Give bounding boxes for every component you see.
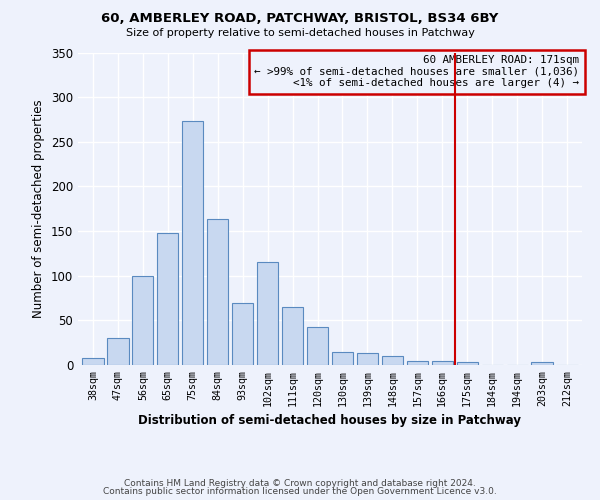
Text: Contains public sector information licensed under the Open Government Licence v3: Contains public sector information licen… [103, 487, 497, 496]
Bar [307, 326, 328, 365]
Bar [332, 352, 353, 365]
Bar [82, 358, 104, 365]
Text: Contains HM Land Registry data © Crown copyright and database right 2024.: Contains HM Land Registry data © Crown c… [124, 478, 476, 488]
Bar [532, 362, 553, 365]
Text: 60 AMBERLEY ROAD: 171sqm
← >99% of semi-detached houses are smaller (1,036)
<1% : 60 AMBERLEY ROAD: 171sqm ← >99% of semi-… [254, 56, 579, 88]
Bar [282, 307, 303, 365]
Bar [257, 262, 278, 365]
Y-axis label: Number of semi-detached properties: Number of semi-detached properties [32, 100, 46, 318]
Bar [157, 233, 178, 365]
Bar [357, 352, 378, 365]
Bar [182, 121, 203, 365]
Bar [407, 362, 428, 365]
Bar [107, 338, 128, 365]
Text: 60, AMBERLEY ROAD, PATCHWAY, BRISTOL, BS34 6BY: 60, AMBERLEY ROAD, PATCHWAY, BRISTOL, BS… [101, 12, 499, 26]
Bar [232, 302, 253, 365]
Bar [431, 362, 453, 365]
Bar [207, 220, 229, 365]
Bar [132, 276, 154, 365]
Bar [382, 356, 403, 365]
X-axis label: Distribution of semi-detached houses by size in Patchway: Distribution of semi-detached houses by … [139, 414, 521, 427]
Bar [457, 362, 478, 365]
Text: Size of property relative to semi-detached houses in Patchway: Size of property relative to semi-detach… [125, 28, 475, 38]
